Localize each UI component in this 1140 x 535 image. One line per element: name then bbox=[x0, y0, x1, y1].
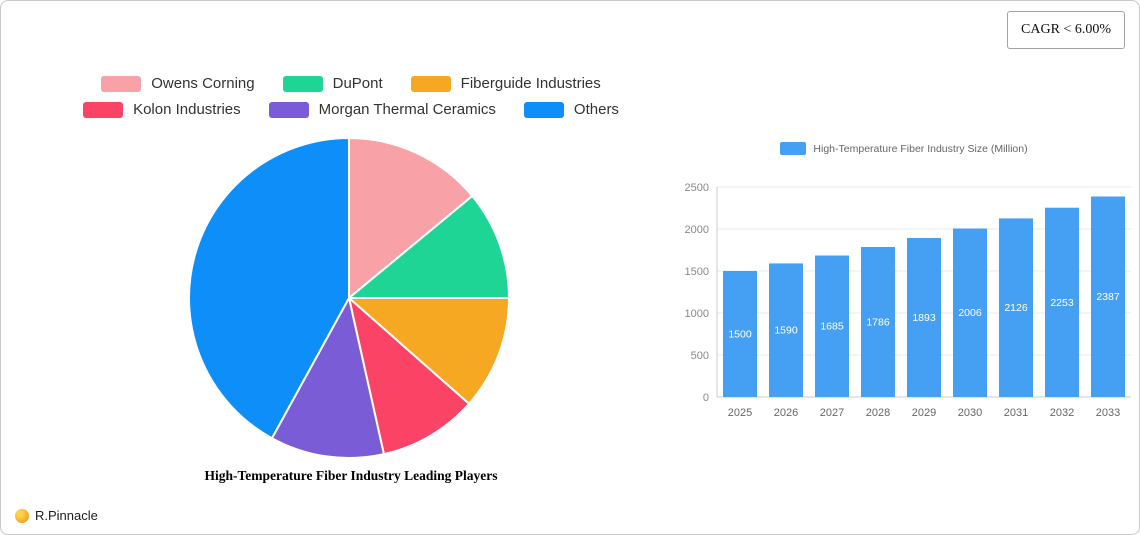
bar-2031[interactable] bbox=[999, 218, 1033, 397]
bar-chart: 0 500 1000 1500 2000 2500 1500 2025 1590 2026 1685… bbox=[685, 182, 1131, 419]
pie-legend: Owens Corning DuPont Fiberguide Industries… bbox=[31, 75, 671, 118]
bar-legend-label: High-Temperature Fiber Industry Size (Mi… bbox=[813, 142, 1028, 155]
logo-icon bbox=[15, 508, 29, 523]
bar-legend-item[interactable]: High-Temperature Fiber Industry Size (Mi… bbox=[669, 142, 1139, 155]
bar-value-label: 1786 bbox=[866, 317, 890, 329]
legend-label: Others bbox=[573, 101, 619, 118]
legend-item-kolon-industries[interactable]: Kolon Industries bbox=[83, 101, 241, 118]
x-tick-label: 2026 bbox=[774, 407, 798, 419]
x-tick-label: 2028 bbox=[866, 407, 890, 419]
pie-slice-owens-corning[interactable] bbox=[348, 137, 474, 299]
pie-chart-area bbox=[179, 128, 519, 468]
legend-swatch bbox=[282, 75, 323, 92]
legend-swatch bbox=[268, 101, 309, 118]
x-tick-label: 2029 bbox=[912, 407, 936, 419]
legend-swatch bbox=[83, 101, 124, 118]
bar-2027[interactable] bbox=[815, 255, 849, 398]
bar-value-label: 1685 bbox=[820, 321, 844, 333]
bar-value-label: 2126 bbox=[1004, 302, 1028, 314]
x-tick-label: 2031 bbox=[1004, 407, 1028, 419]
bar-value-label: 1893 bbox=[912, 312, 936, 324]
bar-chart-area: High-Temperature Fiber Industry Size (Mi… bbox=[669, 142, 1139, 431]
logo-link[interactable]: R.Pinnacle bbox=[15, 508, 98, 523]
y-tick-label: 0 bbox=[703, 392, 709, 404]
pie-chart bbox=[188, 137, 510, 459]
legend-label: DuPont bbox=[332, 75, 383, 92]
legend-item-dupont[interactable]: DuPont bbox=[282, 75, 383, 92]
legend-item-morgan-thermal-ceramics[interactable]: Morgan Thermal Ceramics bbox=[268, 101, 496, 118]
legend-label: Kolon Industries bbox=[133, 101, 241, 118]
legend-swatch bbox=[523, 101, 564, 118]
pie-chart-title: High-Temperature Fiber Industry Leading … bbox=[204, 468, 498, 483]
bar-value-label: 1500 bbox=[728, 329, 752, 341]
legend-swatch bbox=[101, 75, 142, 92]
legend-label: Fiberguide Industries bbox=[460, 75, 601, 92]
legend-item-others[interactable]: Others bbox=[523, 101, 619, 118]
bar-value-label: 2006 bbox=[958, 307, 982, 319]
y-tick-label: 1000 bbox=[685, 308, 709, 320]
bar-value-label: 2253 bbox=[1050, 297, 1074, 309]
bar-2030[interactable] bbox=[953, 228, 987, 398]
x-tick-label: 2030 bbox=[958, 407, 982, 419]
bar-2026[interactable] bbox=[769, 263, 803, 397]
cagr-badge: CAGR < 6.00% bbox=[1007, 11, 1125, 49]
legend-label: Morgan Thermal Ceramics bbox=[318, 101, 496, 118]
pie-slice-others[interactable] bbox=[188, 137, 350, 440]
bar-2033[interactable] bbox=[1091, 196, 1125, 398]
legend-swatch bbox=[410, 75, 451, 92]
bar-2029[interactable] bbox=[907, 238, 941, 397]
y-tick-label: 2500 bbox=[685, 182, 709, 194]
y-tick-label: 2000 bbox=[685, 224, 709, 236]
x-tick-label: 2027 bbox=[820, 407, 844, 419]
bar-legend-swatch bbox=[780, 142, 807, 155]
logo-text: R.Pinnacle bbox=[35, 508, 98, 523]
bar-2025[interactable] bbox=[723, 271, 757, 397]
pie-legend-row: Owens Corning DuPont Fiberguide Industries bbox=[31, 75, 671, 92]
pie-slice-morgan-thermal-ceramics[interactable] bbox=[270, 297, 385, 459]
bar-2032[interactable] bbox=[1045, 207, 1079, 397]
legend-item-owens-corning[interactable]: Owens Corning bbox=[101, 75, 255, 92]
legend-label: Owens Corning bbox=[151, 75, 255, 92]
pie-slice-dupont[interactable] bbox=[348, 195, 510, 299]
bar-value-label: 2387 bbox=[1096, 291, 1120, 303]
y-tick-label: 1500 bbox=[685, 266, 709, 278]
bar-2028[interactable] bbox=[861, 247, 895, 397]
bar-value-label: 1590 bbox=[774, 325, 798, 337]
pie-slice-kolon-industries[interactable] bbox=[348, 297, 471, 456]
x-tick-label: 2025 bbox=[728, 407, 752, 419]
pie-legend-row: Kolon Industries Morgan Thermal Ceramics O… bbox=[31, 101, 671, 118]
x-tick-label: 2033 bbox=[1096, 407, 1120, 419]
y-tick-label: 500 bbox=[691, 350, 709, 362]
legend-item-fiberguide-industries[interactable]: Fiberguide Industries bbox=[410, 75, 601, 92]
x-tick-label: 2032 bbox=[1050, 407, 1074, 419]
pie-slice-fiberguide-industries[interactable] bbox=[348, 297, 510, 405]
